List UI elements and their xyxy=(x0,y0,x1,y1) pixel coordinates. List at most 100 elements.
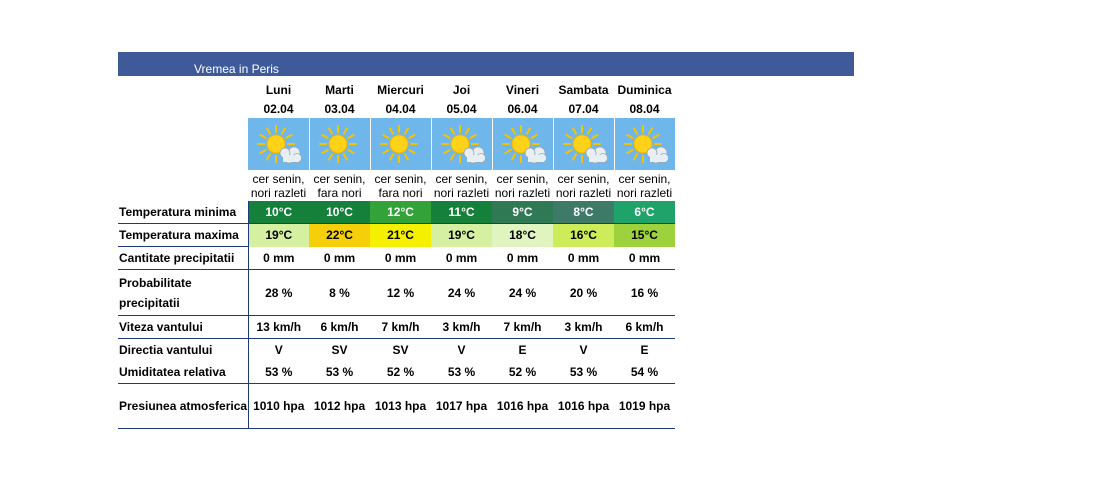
relative-humidity: 53 % xyxy=(248,361,309,384)
min-temperature: 9°C xyxy=(492,201,553,224)
wind-speed: 13 km/h xyxy=(248,315,309,339)
pressure-row: Presiunea atmosferica 1010 hpa 1012 hpa … xyxy=(118,383,675,429)
day-name: Joi xyxy=(452,82,471,97)
precipitation-probability: 28 % xyxy=(248,269,309,316)
day-name: Sambata xyxy=(558,82,609,97)
max-temperature: 15°C xyxy=(614,223,675,247)
day-name: Duminica xyxy=(617,82,672,97)
weather-icon-cell xyxy=(430,118,492,170)
day-date: 07.04 xyxy=(568,101,599,116)
row-label: Viteza vantului xyxy=(118,315,249,339)
weather-description: cer senin, fara nori xyxy=(374,171,427,200)
wind-direction: SV xyxy=(331,343,348,357)
precipitation-amount: 0 mm xyxy=(431,246,492,270)
min-temperature: 8°C xyxy=(553,201,614,224)
relative-humidity: 53 % xyxy=(309,361,370,384)
min-temperature: 11°C xyxy=(431,201,492,224)
wind-direction: E xyxy=(640,343,649,357)
precipitation-amount: 0 mm xyxy=(553,246,614,270)
precipitation-probability: 24 % xyxy=(431,269,492,316)
wind-speed: 7 km/h xyxy=(492,315,553,339)
wind-speed: 7 km/h xyxy=(370,315,431,339)
atmospheric-pressure: 1019 hpa xyxy=(614,383,675,429)
wind-speed: 3 km/h xyxy=(431,315,492,339)
precipitation-probability: 20 % xyxy=(553,269,614,316)
row-label: Probabilitate precipitatii xyxy=(118,269,249,316)
precipitation-probability: 16 % xyxy=(614,269,675,316)
atmospheric-pressure: 1010 hpa xyxy=(248,383,309,429)
atmospheric-pressure: 1016 hpa xyxy=(492,383,553,429)
date-row: 02.04 03.04 04.04 05.04 06.04 07.04 08.0… xyxy=(118,99,675,118)
precipitation-probability: 12 % xyxy=(370,269,431,316)
sun-cloud-icon xyxy=(501,125,546,164)
precipitation-probability: 8 % xyxy=(309,269,370,316)
sun-cloud-icon xyxy=(257,125,302,164)
weather-icon-cell xyxy=(248,118,309,170)
day-name: Vineri xyxy=(505,82,540,97)
relative-humidity: 53 % xyxy=(553,361,614,384)
weather-description: cer senin, nori razleti xyxy=(433,171,490,200)
sun-icon xyxy=(379,125,418,163)
sun-cloud-icon xyxy=(562,125,607,164)
row-label: Umiditatea relativa xyxy=(118,361,249,384)
precipitation-amount: 0 mm xyxy=(309,246,370,270)
row-label: Cantitate precipitatii xyxy=(118,246,249,270)
weather-icon-cell xyxy=(308,118,370,170)
day-name: Marti xyxy=(325,82,354,97)
day-date: 02.04 xyxy=(263,101,294,116)
sun-cloud-icon xyxy=(440,125,485,164)
weather-icon-cell xyxy=(552,118,614,170)
precipitation-probability: 24 % xyxy=(492,269,553,316)
sun-icon xyxy=(318,125,357,163)
atmospheric-pressure: 1016 hpa xyxy=(553,383,614,429)
max-temperature: 22°C xyxy=(309,223,370,247)
page-title: Vremea in Peris xyxy=(194,62,279,76)
title-bar: Vremea in Peris xyxy=(118,52,854,76)
min-temperature: 10°C xyxy=(309,201,370,224)
day-date: 06.04 xyxy=(507,101,538,116)
weather-description: cer senin, nori razleti xyxy=(555,171,612,200)
forecast-table: Luni Marti Miercuri Joi Vineri Sambata D… xyxy=(118,80,675,429)
weather-description: cer senin, nori razleti xyxy=(250,171,307,200)
day-date: 05.04 xyxy=(446,101,477,116)
precipitation-row: Cantitate precipitatii 0 mm 0 mm 0 mm 0 … xyxy=(118,246,675,270)
row-label: Temperatura minima xyxy=(118,201,249,224)
atmospheric-pressure: 1013 hpa xyxy=(370,383,431,429)
precipitation-amount: 0 mm xyxy=(248,246,309,270)
atmospheric-pressure: 1012 hpa xyxy=(309,383,370,429)
relative-humidity: 52 % xyxy=(370,361,431,384)
max-temperature: 18°C xyxy=(492,223,553,247)
precipitation-probability-row: Probabilitate precipitatii 28 % 8 % 12 %… xyxy=(118,269,675,316)
max-temperature: 19°C xyxy=(431,223,492,247)
wind-direction: E xyxy=(518,343,527,357)
min-temperature: 10°C xyxy=(248,201,309,224)
precipitation-amount: 0 mm xyxy=(614,246,675,270)
min-temperature: 12°C xyxy=(370,201,431,224)
weather-icon-cell xyxy=(491,118,553,170)
day-date: 04.04 xyxy=(385,101,416,116)
wind-direction-row: Directia vantului V SV SV V E V E xyxy=(118,338,675,361)
day-date: 08.04 xyxy=(629,101,660,116)
blank-cell xyxy=(118,99,248,118)
wind-direction: V xyxy=(579,343,588,357)
row-label: Directia vantului xyxy=(118,338,249,361)
wind-direction: SV xyxy=(392,343,409,357)
relative-humidity: 53 % xyxy=(431,361,492,384)
weather-icon-cell xyxy=(369,118,431,170)
min-temperature-row: Temperatura minima 10°C 10°C 12°C 11°C 9… xyxy=(118,201,675,224)
weather-icon-cell xyxy=(613,118,675,170)
day-date: 03.04 xyxy=(324,101,355,116)
wind-direction: V xyxy=(457,343,466,357)
wind-direction: V xyxy=(274,343,283,357)
icon-row xyxy=(118,118,675,170)
wind-speed: 3 km/h xyxy=(553,315,614,339)
day-name: Miercuri xyxy=(377,82,424,97)
max-temperature-row: Temperatura maxima 19°C 22°C 21°C 19°C 1… xyxy=(118,223,675,247)
max-temperature: 16°C xyxy=(553,223,614,247)
blank-cell xyxy=(118,80,248,99)
row-label: Temperatura maxima xyxy=(118,223,249,247)
precipitation-amount: 0 mm xyxy=(492,246,553,270)
humidity-row: Umiditatea relativa 53 % 53 % 52 % 53 % … xyxy=(118,361,675,384)
blank-cell xyxy=(118,118,248,170)
row-label: Presiunea atmosferica xyxy=(118,383,249,429)
